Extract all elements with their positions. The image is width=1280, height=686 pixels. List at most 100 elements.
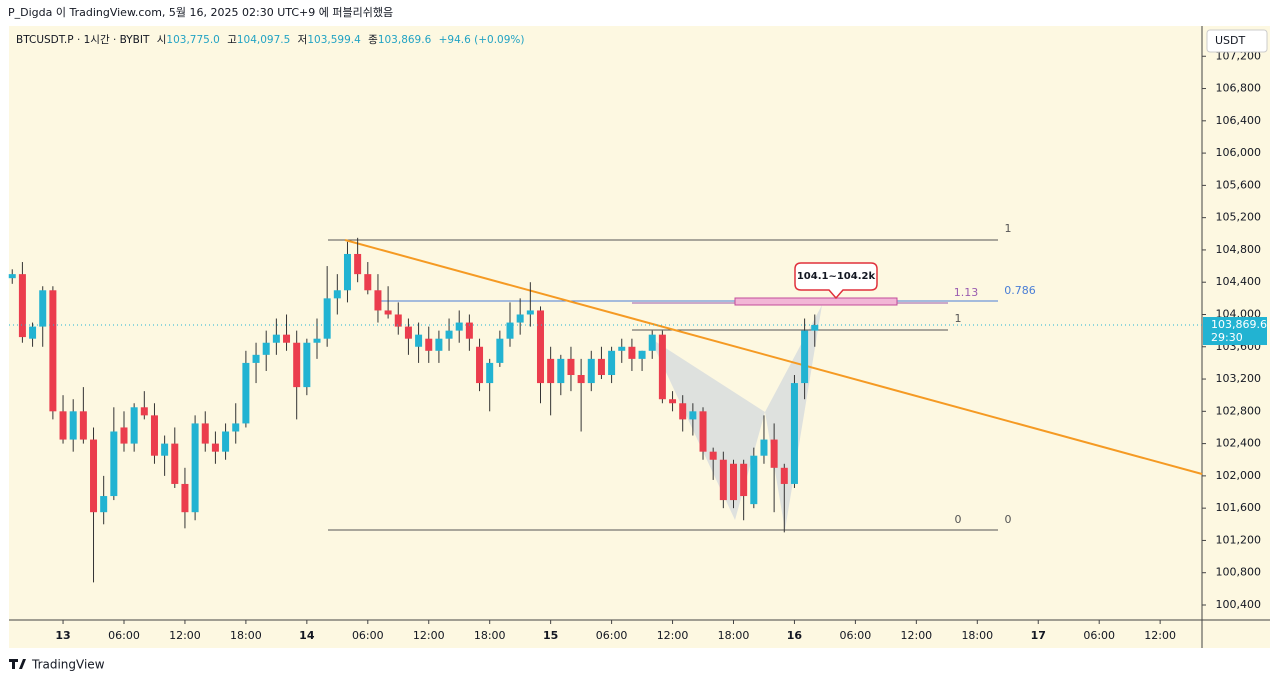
label: 시 bbox=[157, 34, 167, 46]
candle-body bbox=[201, 423, 209, 444]
candle-body bbox=[303, 342, 311, 388]
candle-body bbox=[658, 334, 666, 400]
candle-body bbox=[587, 358, 595, 384]
candle-body bbox=[110, 431, 118, 497]
x-tick-label: 12:00 bbox=[413, 629, 445, 642]
x-tick-label: 15 bbox=[543, 629, 558, 642]
last-price-label: 103,869.6 bbox=[1211, 318, 1267, 331]
candle-body bbox=[313, 338, 321, 343]
callout-text: 104.1~104.2k bbox=[797, 271, 876, 282]
candle-body bbox=[679, 403, 687, 420]
y-tick-label: 102,400 bbox=[1216, 437, 1262, 450]
x-tick-label: 06:00 bbox=[352, 629, 384, 642]
candle-body bbox=[79, 411, 87, 440]
candle-body bbox=[699, 411, 707, 452]
x-tick-label: 18:00 bbox=[230, 629, 262, 642]
candle-body bbox=[516, 314, 524, 323]
candle-body bbox=[415, 334, 423, 347]
x-tick-label: 12:00 bbox=[900, 629, 932, 642]
symbol: BTCUSDT.P · 1시간 · BYBIT bbox=[16, 34, 150, 46]
trend-line bbox=[344, 239, 1203, 475]
candle-body bbox=[18, 274, 26, 338]
candle-body bbox=[628, 346, 636, 359]
y-tick-label: 102,800 bbox=[1216, 404, 1262, 417]
value: 104,097.5 bbox=[237, 34, 290, 46]
candle-body bbox=[283, 334, 291, 343]
fib-label: 1 bbox=[1005, 222, 1012, 235]
candle-body bbox=[404, 326, 412, 339]
candle-body bbox=[750, 455, 758, 505]
logo bbox=[9, 659, 26, 669]
candle-body bbox=[638, 350, 646, 359]
target-zone bbox=[734, 297, 898, 306]
x-tick-label: 18:00 bbox=[961, 629, 993, 642]
candle-body bbox=[90, 439, 98, 513]
callout-box bbox=[794, 262, 878, 300]
last-price-box bbox=[1203, 317, 1267, 346]
candle-body bbox=[242, 362, 250, 424]
x-tick-label: 06:00 bbox=[840, 629, 872, 642]
legend-text: BTCUSDT.P · 1시간 · BYBIT 시103,775.0 고104,… bbox=[16, 34, 524, 46]
candle-body bbox=[557, 358, 565, 384]
candle-body bbox=[211, 443, 219, 452]
fib-label: 1 bbox=[955, 312, 962, 325]
fib-label: 0.786 bbox=[1004, 284, 1036, 297]
candle-body bbox=[476, 346, 484, 384]
candle-body bbox=[171, 443, 179, 484]
candle-body bbox=[465, 322, 473, 339]
x-tick-label: 12:00 bbox=[657, 629, 689, 642]
candle-body bbox=[445, 330, 453, 339]
candle-body bbox=[801, 330, 809, 384]
candle-body bbox=[161, 443, 169, 456]
candle-body bbox=[425, 338, 433, 351]
x-tick-label: 13 bbox=[55, 629, 70, 642]
publisher-note: P_Digda 이 TradingView.com, 5월 16, 2025 0… bbox=[8, 6, 393, 19]
candle-body bbox=[222, 431, 230, 452]
candle-body bbox=[486, 362, 494, 384]
candle-body bbox=[252, 354, 260, 363]
candle-body bbox=[333, 290, 341, 299]
candle-body bbox=[232, 423, 240, 432]
label: 고 bbox=[227, 34, 237, 46]
y-tick-label: 102,000 bbox=[1216, 469, 1262, 482]
candle-body bbox=[191, 423, 199, 513]
label: 저 bbox=[298, 34, 308, 46]
candle-body bbox=[608, 350, 616, 376]
candle-body bbox=[140, 407, 148, 416]
x-tick-label: 17 bbox=[1031, 629, 1046, 642]
candle-body bbox=[59, 411, 67, 440]
candle-body bbox=[669, 399, 677, 404]
candle-body bbox=[526, 310, 534, 315]
candle-body bbox=[150, 415, 158, 456]
candle-body bbox=[39, 290, 47, 327]
y-tick-label: 100,800 bbox=[1216, 566, 1262, 579]
candle-body bbox=[29, 326, 37, 339]
candle-body bbox=[760, 439, 768, 456]
fib-label: 1.13 bbox=[954, 286, 979, 299]
candle-body bbox=[323, 298, 331, 339]
x-tick-label: 14 bbox=[299, 629, 315, 642]
candle-body bbox=[597, 358, 605, 376]
candle-body bbox=[364, 274, 372, 291]
y-tick-label: 100,400 bbox=[1216, 598, 1262, 611]
candle-body bbox=[130, 407, 138, 444]
time-axis-bg bbox=[9, 620, 1270, 648]
candle-body bbox=[689, 411, 697, 420]
candle-body bbox=[496, 338, 504, 363]
y-tick-label: 101,600 bbox=[1216, 501, 1262, 514]
footer-brand: TradingView bbox=[31, 658, 105, 672]
candle-body bbox=[506, 322, 514, 339]
countdown: 29:30 bbox=[1211, 331, 1243, 344]
candle-body bbox=[343, 253, 351, 291]
candle-body bbox=[729, 463, 737, 501]
candle-body bbox=[120, 427, 128, 444]
y-tick-label: 107,200 bbox=[1216, 49, 1262, 62]
candle-body bbox=[547, 358, 555, 384]
candle-body bbox=[740, 463, 748, 497]
legend: BTCUSDT.P · 1시간 · BYBIT 시103,775.0 고104,… bbox=[16, 34, 524, 46]
candle-body bbox=[394, 314, 402, 327]
candle-body bbox=[811, 325, 819, 331]
candle-body bbox=[49, 290, 57, 412]
candle-body bbox=[455, 322, 463, 331]
